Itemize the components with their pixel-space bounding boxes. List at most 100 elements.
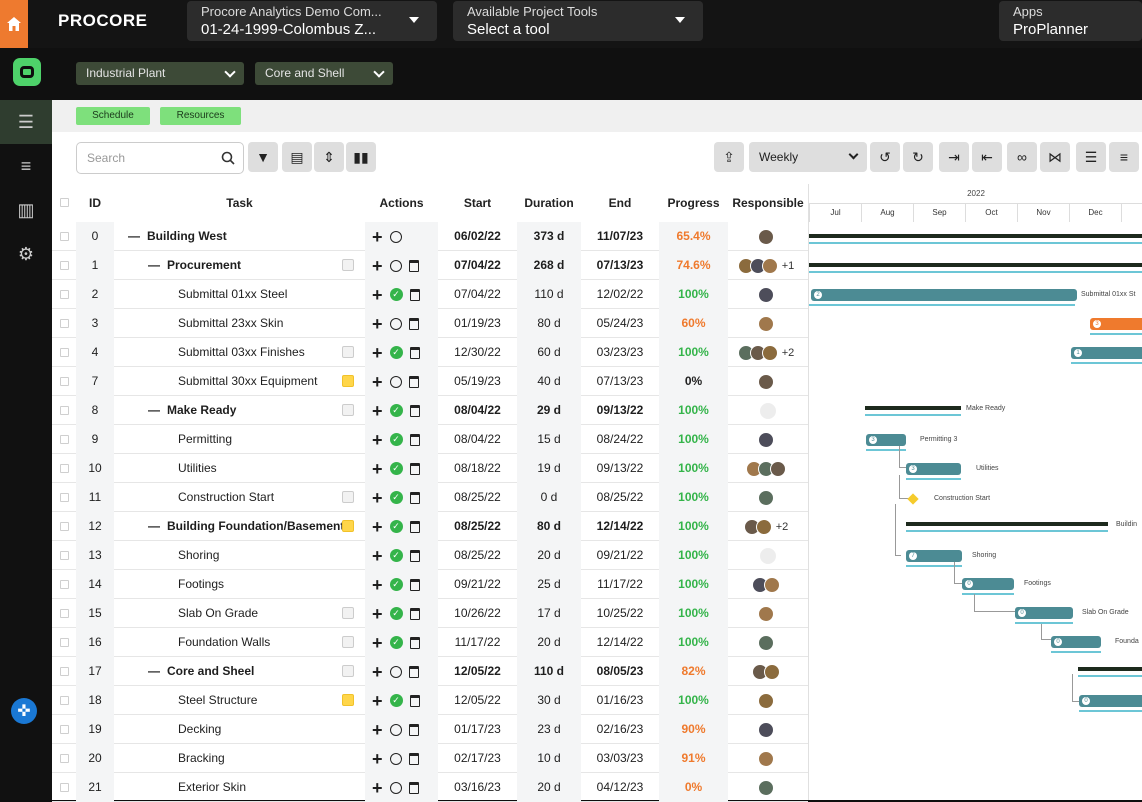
row-checkbox[interactable] bbox=[60, 696, 69, 705]
complete-check-icon[interactable]: ✓ bbox=[389, 607, 403, 620]
responsible-avatars[interactable] bbox=[728, 430, 808, 450]
duration[interactable]: 15 d bbox=[517, 425, 581, 454]
end-date[interactable]: 11/17/22 bbox=[597, 577, 643, 591]
row-checkbox[interactable] bbox=[60, 638, 69, 647]
note-icon[interactable] bbox=[342, 259, 354, 271]
task-name[interactable]: Steel Structure bbox=[114, 686, 365, 715]
row-checkbox[interactable] bbox=[60, 377, 69, 386]
gantt-task-bar[interactable]: 3 bbox=[1090, 318, 1142, 330]
responsible-avatars[interactable] bbox=[728, 314, 808, 334]
end-date[interactable]: 09/13/22 bbox=[596, 403, 644, 417]
row-checkbox[interactable] bbox=[60, 319, 69, 328]
start-date[interactable]: 06/02/22 bbox=[454, 229, 501, 243]
complete-check-icon[interactable]: ✓ bbox=[389, 636, 403, 649]
row-checkbox[interactable] bbox=[60, 493, 69, 502]
note-icon[interactable] bbox=[342, 375, 354, 387]
task-name[interactable]: — Procurement bbox=[114, 251, 365, 280]
gantt-task-bar[interactable]: 3 bbox=[906, 463, 961, 475]
start-date[interactable]: 12/05/22 bbox=[454, 664, 501, 678]
note-icon[interactable] bbox=[342, 520, 354, 532]
delete-trash-icon[interactable] bbox=[408, 752, 419, 765]
add-subtask-icon[interactable]: + bbox=[372, 342, 383, 363]
note-icon[interactable] bbox=[342, 665, 354, 677]
table-row[interactable]: 3 Submittal 23xx Skin +01/19/23 80 d 05/24/2… bbox=[52, 309, 808, 338]
end-date[interactable]: 09/13/22 bbox=[596, 461, 644, 475]
outdent-button[interactable]: ⇤ bbox=[972, 142, 1002, 172]
table-row[interactable]: 13 Shoring + ✓ 08/25/22 20 d 09/21/22 100% bbox=[52, 541, 808, 570]
indent-button[interactable]: ⇥ bbox=[939, 142, 969, 172]
gantt-task-bar[interactable]: 2 bbox=[811, 289, 1077, 301]
complete-check-icon[interactable]: ✓ bbox=[389, 404, 403, 417]
note-icon[interactable] bbox=[342, 636, 354, 648]
progress-value[interactable]: 100% bbox=[659, 396, 728, 425]
resources-icon[interactable]: ⚙ bbox=[17, 244, 35, 264]
incomplete-circle-icon[interactable] bbox=[389, 752, 402, 765]
end-date[interactable]: 11/07/23 bbox=[596, 229, 644, 243]
start-date[interactable]: 08/25/22 bbox=[454, 519, 501, 533]
task-name[interactable]: Slab On Grade bbox=[114, 599, 365, 628]
delete-trash-icon[interactable] bbox=[408, 259, 419, 272]
responsible-avatars[interactable] bbox=[728, 720, 808, 740]
table-row[interactable]: 8— Make Ready + ✓ 08/04/22 29 d 09/13/22 100% bbox=[52, 396, 808, 425]
plant-select[interactable]: Industrial Plant bbox=[76, 62, 244, 85]
complete-check-icon[interactable]: ✓ bbox=[389, 346, 403, 359]
task-name[interactable]: Submittal 01xx Steel bbox=[114, 280, 365, 309]
duration[interactable]: 110 d bbox=[517, 657, 581, 686]
end-date[interactable]: 09/21/22 bbox=[596, 548, 644, 562]
add-subtask-icon[interactable]: + bbox=[372, 545, 383, 566]
table-row[interactable]: 0 — Building West +06/02/22 373 d 11/07/23 65.… bbox=[52, 222, 808, 251]
end-date[interactable]: 08/05/23 bbox=[596, 664, 644, 678]
add-subtask-icon[interactable]: + bbox=[372, 632, 383, 653]
row-checkbox[interactable] bbox=[60, 232, 69, 241]
table-row[interactable]: 7 Submittal 30xx Equipment +05/19/23 40 d 07… bbox=[52, 367, 808, 396]
delete-trash-icon[interactable] bbox=[408, 781, 419, 794]
row-checkbox[interactable] bbox=[60, 435, 69, 444]
add-subtask-icon[interactable]: + bbox=[372, 516, 383, 537]
progress-value[interactable]: 100% bbox=[659, 512, 728, 541]
collapse-dash-icon[interactable]: — bbox=[148, 403, 160, 417]
progress-value[interactable]: 0% bbox=[659, 773, 728, 802]
add-subtask-icon[interactable]: + bbox=[372, 574, 383, 595]
responsible-avatars[interactable] bbox=[728, 778, 808, 798]
start-date[interactable]: 08/04/22 bbox=[454, 432, 501, 446]
task-name[interactable]: Foundation Walls bbox=[114, 628, 365, 657]
progress-value[interactable]: 100% bbox=[659, 628, 728, 657]
complete-check-icon[interactable]: ✓ bbox=[389, 491, 403, 504]
task-name[interactable]: — Make Ready bbox=[114, 396, 365, 425]
duration[interactable]: 80 d bbox=[517, 512, 581, 541]
duration[interactable]: 10 d bbox=[517, 744, 581, 773]
add-subtask-icon[interactable]: + bbox=[372, 371, 383, 392]
add-subtask-icon[interactable]: + bbox=[372, 603, 383, 624]
project-tools-dropdown[interactable]: Available Project Tools Select a tool bbox=[453, 1, 703, 41]
link-button[interactable]: ∞ bbox=[1007, 142, 1037, 172]
home-button[interactable] bbox=[0, 0, 28, 48]
filter-button[interactable]: ▼ bbox=[248, 142, 278, 172]
row-checkbox[interactable] bbox=[60, 464, 69, 473]
gantt-task-bar[interactable]: 3 bbox=[866, 434, 906, 446]
column-header-responsible[interactable]: Responsible bbox=[732, 196, 804, 210]
delete-trash-icon[interactable] bbox=[409, 549, 420, 562]
row-checkbox[interactable] bbox=[60, 667, 69, 676]
add-subtask-icon[interactable]: + bbox=[372, 255, 383, 276]
gantt-summary-bar[interactable] bbox=[809, 234, 1142, 238]
progress-value[interactable]: 91% bbox=[659, 744, 728, 773]
task-name[interactable]: Exterior Skin bbox=[114, 773, 365, 802]
unlink-button[interactable]: ⋈ bbox=[1040, 142, 1070, 172]
start-date[interactable]: 08/25/22 bbox=[454, 490, 501, 504]
add-subtask-icon[interactable]: + bbox=[372, 226, 383, 247]
duration[interactable]: 0 d bbox=[517, 483, 581, 512]
gantt-task-bar[interactable]: 1 bbox=[1071, 347, 1142, 359]
duration[interactable]: 20 d bbox=[517, 628, 581, 657]
column-header-progress[interactable]: Progress bbox=[667, 196, 720, 210]
gantt-task-bar[interactable]: 0 bbox=[1015, 607, 1073, 619]
help-lifebuoy-icon[interactable]: ✜ bbox=[11, 698, 37, 724]
start-date[interactable]: 07/04/22 bbox=[454, 258, 501, 272]
responsible-avatars[interactable] bbox=[728, 575, 808, 595]
task-name[interactable]: Decking bbox=[114, 715, 365, 744]
responsible-avatars[interactable] bbox=[728, 459, 808, 479]
add-subtask-icon[interactable]: + bbox=[372, 748, 383, 769]
incomplete-circle-icon[interactable] bbox=[389, 375, 402, 388]
incomplete-circle-icon[interactable] bbox=[389, 230, 402, 243]
end-date[interactable]: 12/14/22 bbox=[596, 635, 644, 649]
responsible-avatars[interactable] bbox=[728, 691, 808, 711]
